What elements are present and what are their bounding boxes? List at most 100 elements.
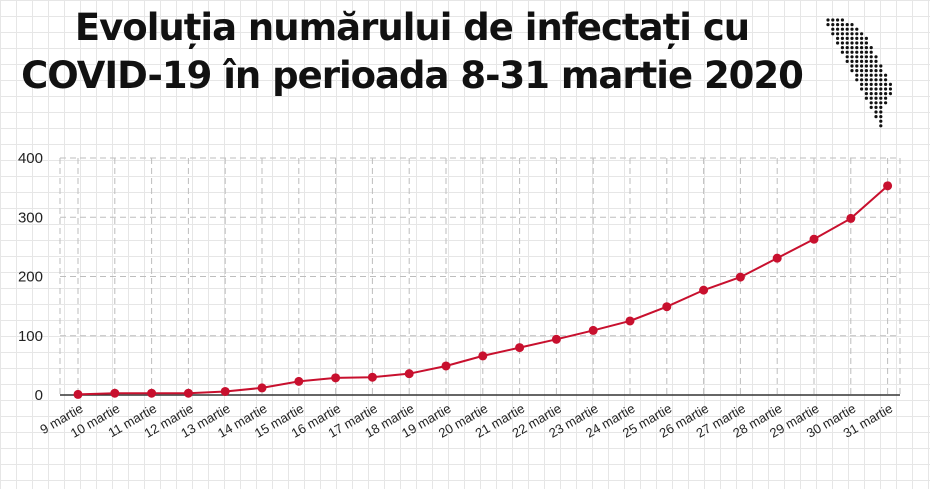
map-dot bbox=[879, 115, 883, 119]
map-dot bbox=[864, 50, 868, 54]
data-point bbox=[220, 386, 230, 396]
map-dot bbox=[879, 105, 883, 109]
map-dot bbox=[879, 124, 883, 128]
map-dot bbox=[831, 23, 835, 27]
map-dot bbox=[855, 59, 859, 64]
map-dot bbox=[855, 32, 859, 36]
map-dot bbox=[850, 46, 854, 50]
map-dot bbox=[840, 32, 844, 36]
map-dot bbox=[855, 69, 859, 73]
map-dot bbox=[864, 41, 868, 45]
map-dot bbox=[850, 27, 854, 31]
map-dot bbox=[860, 73, 864, 77]
chart-grid bbox=[60, 157, 901, 395]
map-dot bbox=[879, 87, 883, 91]
map-dot bbox=[860, 82, 864, 86]
map-dot bbox=[884, 101, 888, 105]
map-dot bbox=[879, 119, 883, 123]
data-point bbox=[73, 389, 83, 399]
map-dot bbox=[860, 50, 864, 54]
map-dot bbox=[860, 59, 864, 64]
map-dot bbox=[845, 23, 849, 27]
map-dot bbox=[869, 64, 873, 68]
map-dot bbox=[850, 69, 854, 73]
map-dot bbox=[855, 41, 859, 45]
map-dot bbox=[869, 87, 873, 91]
map-dot bbox=[855, 36, 859, 40]
map-dot bbox=[869, 55, 873, 59]
map-dot bbox=[869, 96, 873, 100]
map-dot bbox=[874, 69, 878, 73]
map-dot bbox=[840, 23, 844, 27]
map-dot bbox=[840, 46, 844, 50]
map-dot bbox=[879, 82, 883, 86]
data-point bbox=[662, 302, 672, 312]
title-line-2: COVID-19 în perioada 8-31 martie 2020 bbox=[21, 54, 804, 97]
data-point bbox=[772, 253, 782, 263]
map-dot bbox=[874, 92, 878, 96]
map-dot bbox=[869, 59, 873, 64]
map-dot bbox=[855, 50, 859, 54]
map-dot bbox=[874, 73, 878, 77]
data-point bbox=[441, 361, 451, 371]
map-dot bbox=[855, 55, 859, 59]
map-dot bbox=[845, 36, 849, 40]
y-tick-label: 300 bbox=[18, 209, 43, 226]
data-point bbox=[183, 388, 193, 398]
y-tick-label: 200 bbox=[18, 269, 43, 286]
map-dot bbox=[860, 64, 864, 68]
map-dot bbox=[860, 36, 864, 40]
map-dot bbox=[860, 78, 864, 82]
map-dot bbox=[869, 82, 873, 86]
map-dot bbox=[850, 55, 854, 59]
map-dot bbox=[855, 73, 859, 77]
data-point bbox=[478, 351, 488, 361]
map-dot bbox=[874, 115, 878, 119]
map-dot bbox=[831, 32, 835, 36]
map-dot bbox=[869, 105, 873, 109]
map-dot bbox=[860, 69, 864, 73]
map-dot bbox=[836, 18, 840, 22]
map-dot bbox=[850, 50, 854, 54]
map-dot bbox=[874, 110, 878, 114]
map-dot bbox=[836, 36, 840, 40]
map-dot bbox=[836, 27, 840, 31]
map-dot bbox=[874, 96, 878, 100]
map-dot bbox=[845, 41, 849, 45]
map-dot bbox=[860, 41, 864, 45]
map-dot bbox=[888, 82, 892, 86]
map-dot bbox=[884, 82, 888, 86]
map-dot bbox=[850, 23, 854, 27]
map-dot bbox=[831, 18, 835, 22]
map-dot bbox=[864, 69, 868, 73]
map-dot bbox=[840, 18, 844, 22]
data-point bbox=[551, 334, 561, 344]
map-dot bbox=[869, 92, 873, 96]
y-tick-label: 100 bbox=[18, 328, 43, 345]
map-dot bbox=[879, 101, 883, 105]
map-dot bbox=[855, 27, 859, 31]
map-dot bbox=[850, 32, 854, 36]
map-dot bbox=[869, 69, 873, 73]
moldova-map-dots-icon bbox=[826, 18, 892, 128]
data-point bbox=[257, 383, 267, 393]
map-dot bbox=[864, 64, 868, 68]
map-dot bbox=[869, 78, 873, 82]
map-dot bbox=[864, 59, 868, 64]
map-dot bbox=[869, 46, 873, 50]
map-dot bbox=[840, 50, 844, 54]
map-dot bbox=[874, 78, 878, 82]
data-point bbox=[625, 316, 635, 326]
map-dot bbox=[855, 64, 859, 68]
map-dot bbox=[860, 87, 864, 91]
map-dot bbox=[840, 41, 844, 45]
map-dot bbox=[855, 78, 859, 82]
map-dot bbox=[850, 59, 854, 64]
title-line-1: Evoluția numărului de infectați cu bbox=[74, 6, 750, 49]
map-dot bbox=[845, 32, 849, 36]
data-point bbox=[846, 213, 856, 223]
data-point bbox=[699, 285, 709, 295]
map-dot bbox=[884, 78, 888, 82]
data-point bbox=[367, 372, 377, 382]
